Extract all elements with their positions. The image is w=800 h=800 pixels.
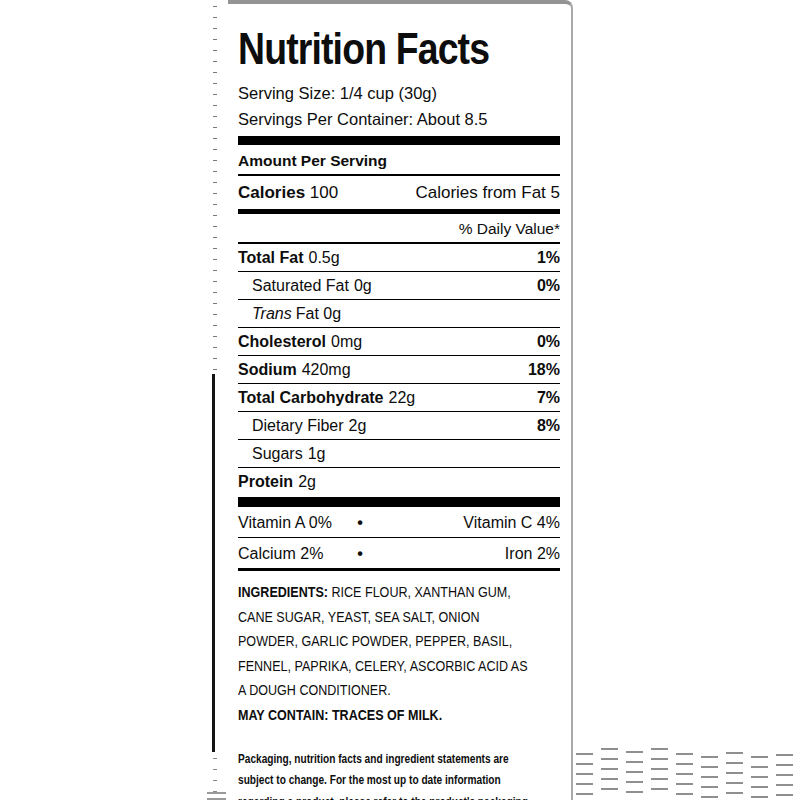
divider-thick-bottom: [238, 497, 560, 507]
vitamin-c: Vitamin C 4%: [463, 513, 560, 532]
nutrient-row-trans-fat: Trans Fat 0g: [238, 300, 560, 328]
ingredients-block: INGREDIENTS: RICE FLOUR, XANTHAN GUM, CA…: [238, 580, 562, 703]
scan-artifact-dashes: [576, 748, 800, 800]
calcium: Calcium 2%: [238, 544, 323, 563]
may-contain-statement: MAY CONTAIN: TRACES OF MILK.: [238, 703, 562, 727]
cut-corner-mark: [207, 792, 226, 800]
iron: Iron 2%: [505, 544, 560, 563]
vitamin-row-2: Calcium 2% • Iron 2%: [238, 538, 560, 571]
calories-from-fat: Calories from Fat 5: [415, 183, 560, 203]
nutrient-row-total-fat: Total Fat 0.5g 1%: [238, 244, 560, 272]
vitamin-row-1: Vitamin A 0% • Vitamin C 4%: [238, 507, 560, 538]
calories-left: Calories 100: [238, 183, 338, 203]
label-title: Nutrition Facts: [238, 26, 512, 72]
calories-label: Calories: [238, 183, 305, 202]
nutrient-row-dietary-fiber: Dietary Fiber 2g 8%: [238, 412, 560, 440]
nutrient-row-saturated-fat: Saturated Fat 0g 0%: [238, 272, 560, 300]
nutrition-label-card: Nutrition Facts Serving Size: 1/4 cup (3…: [228, 0, 573, 800]
nutrient-row-protein: Protein 2g: [238, 468, 560, 497]
calories-row: Calories 100 Calories from Fat 5: [238, 176, 560, 214]
ingredients-line-1: INGREDIENTS: RICE FLOUR, XANTHAN GUM,: [238, 580, 562, 605]
packaging-disclaimer: Packaging, nutrition facts and ingredien…: [238, 748, 568, 800]
daily-value-header: % Daily Value*: [238, 214, 560, 244]
nutrient-row-cholesterol: Cholesterol 0mg 0%: [238, 328, 560, 356]
serving-size: Serving Size: 1/4 cup (30g): [238, 83, 560, 103]
ingredients-lines: CANE SUGAR, YEAST, SEA SALT, ONIONPOWDER…: [238, 605, 562, 703]
amount-per-serving: Amount Per Serving: [238, 152, 560, 176]
bullet-separator: •: [357, 513, 363, 532]
bullet-separator: •: [357, 544, 363, 563]
cut-line-solid: [212, 374, 215, 752]
cut-marks: [212, 0, 218, 800]
cut-dots-top: [213, 6, 217, 372]
nutrient-row-sodium: Sodium 420mg 18%: [238, 356, 560, 384]
servings-per-container: Servings Per Container: About 8.5: [238, 109, 560, 129]
ingredients-label: INGREDIENTS:: [238, 583, 328, 600]
nutrient-row-total-carbohydrate: Total Carbohydrate 22g 7%: [238, 384, 560, 412]
nutrient-row-sugars: Sugars 1g: [238, 440, 560, 468]
divider-thick-top: [238, 136, 560, 145]
calories-value: 100: [310, 183, 338, 202]
vitamin-a: Vitamin A 0%: [238, 513, 332, 532]
cut-dots-bottom: [213, 758, 217, 792]
